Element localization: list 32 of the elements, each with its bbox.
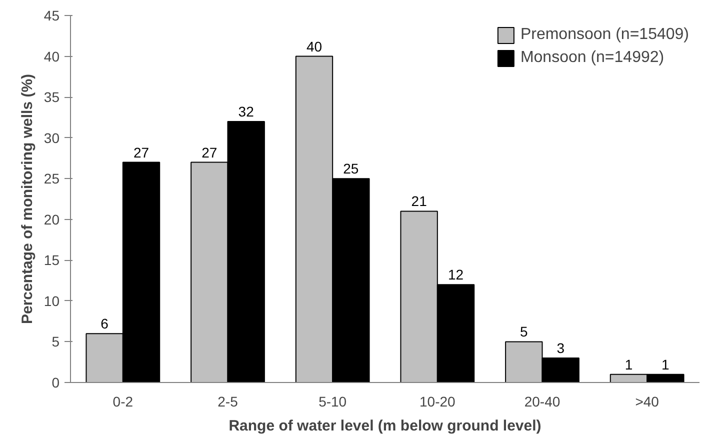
x-tick-label: >40 bbox=[635, 394, 660, 410]
y-axis-title: Percentage of monitoring wells (%) bbox=[18, 74, 36, 324]
legend-label: Monsoon (n=14992) bbox=[520, 49, 664, 67]
y-tick-label: 15 bbox=[44, 252, 60, 268]
data-label: 27 bbox=[202, 144, 218, 160]
y-tick-label: 25 bbox=[44, 170, 60, 187]
x-tick-label: 10-20 bbox=[420, 394, 456, 410]
y-tick-label: 10 bbox=[44, 292, 60, 309]
data-label: 6 bbox=[100, 316, 109, 332]
y-tick-label: 5 bbox=[52, 334, 60, 350]
y-tick-label: 45 bbox=[44, 8, 60, 24]
x-tick-label: 5-10 bbox=[318, 394, 347, 410]
legend-label: Premonsoon (n=15409) bbox=[520, 26, 689, 44]
data-label: 25 bbox=[343, 160, 359, 177]
y-tick-label: 30 bbox=[44, 130, 60, 146]
data-label: 32 bbox=[238, 104, 254, 120]
y-tick-label: 0 bbox=[52, 374, 60, 390]
x-tick-label: 2-5 bbox=[218, 394, 238, 410]
data-label: 1 bbox=[662, 356, 670, 372]
data-label: 27 bbox=[133, 144, 150, 160]
data-label: 21 bbox=[411, 193, 428, 210]
data-label: 5 bbox=[520, 324, 528, 340]
x-tick-label: 0-2 bbox=[112, 394, 134, 410]
y-tick-label: 35 bbox=[44, 89, 60, 106]
x-axis-title: Range of water level (m below ground level) bbox=[228, 418, 542, 434]
data-label: 40 bbox=[306, 38, 322, 54]
y-tick-label: 20 bbox=[44, 211, 60, 228]
data-label: 12 bbox=[448, 266, 464, 283]
data-label: 1 bbox=[624, 356, 633, 372]
y-tick-label: 40 bbox=[44, 48, 60, 64]
x-tick-label: 20-40 bbox=[524, 394, 560, 410]
data-label: 3 bbox=[556, 340, 565, 356]
